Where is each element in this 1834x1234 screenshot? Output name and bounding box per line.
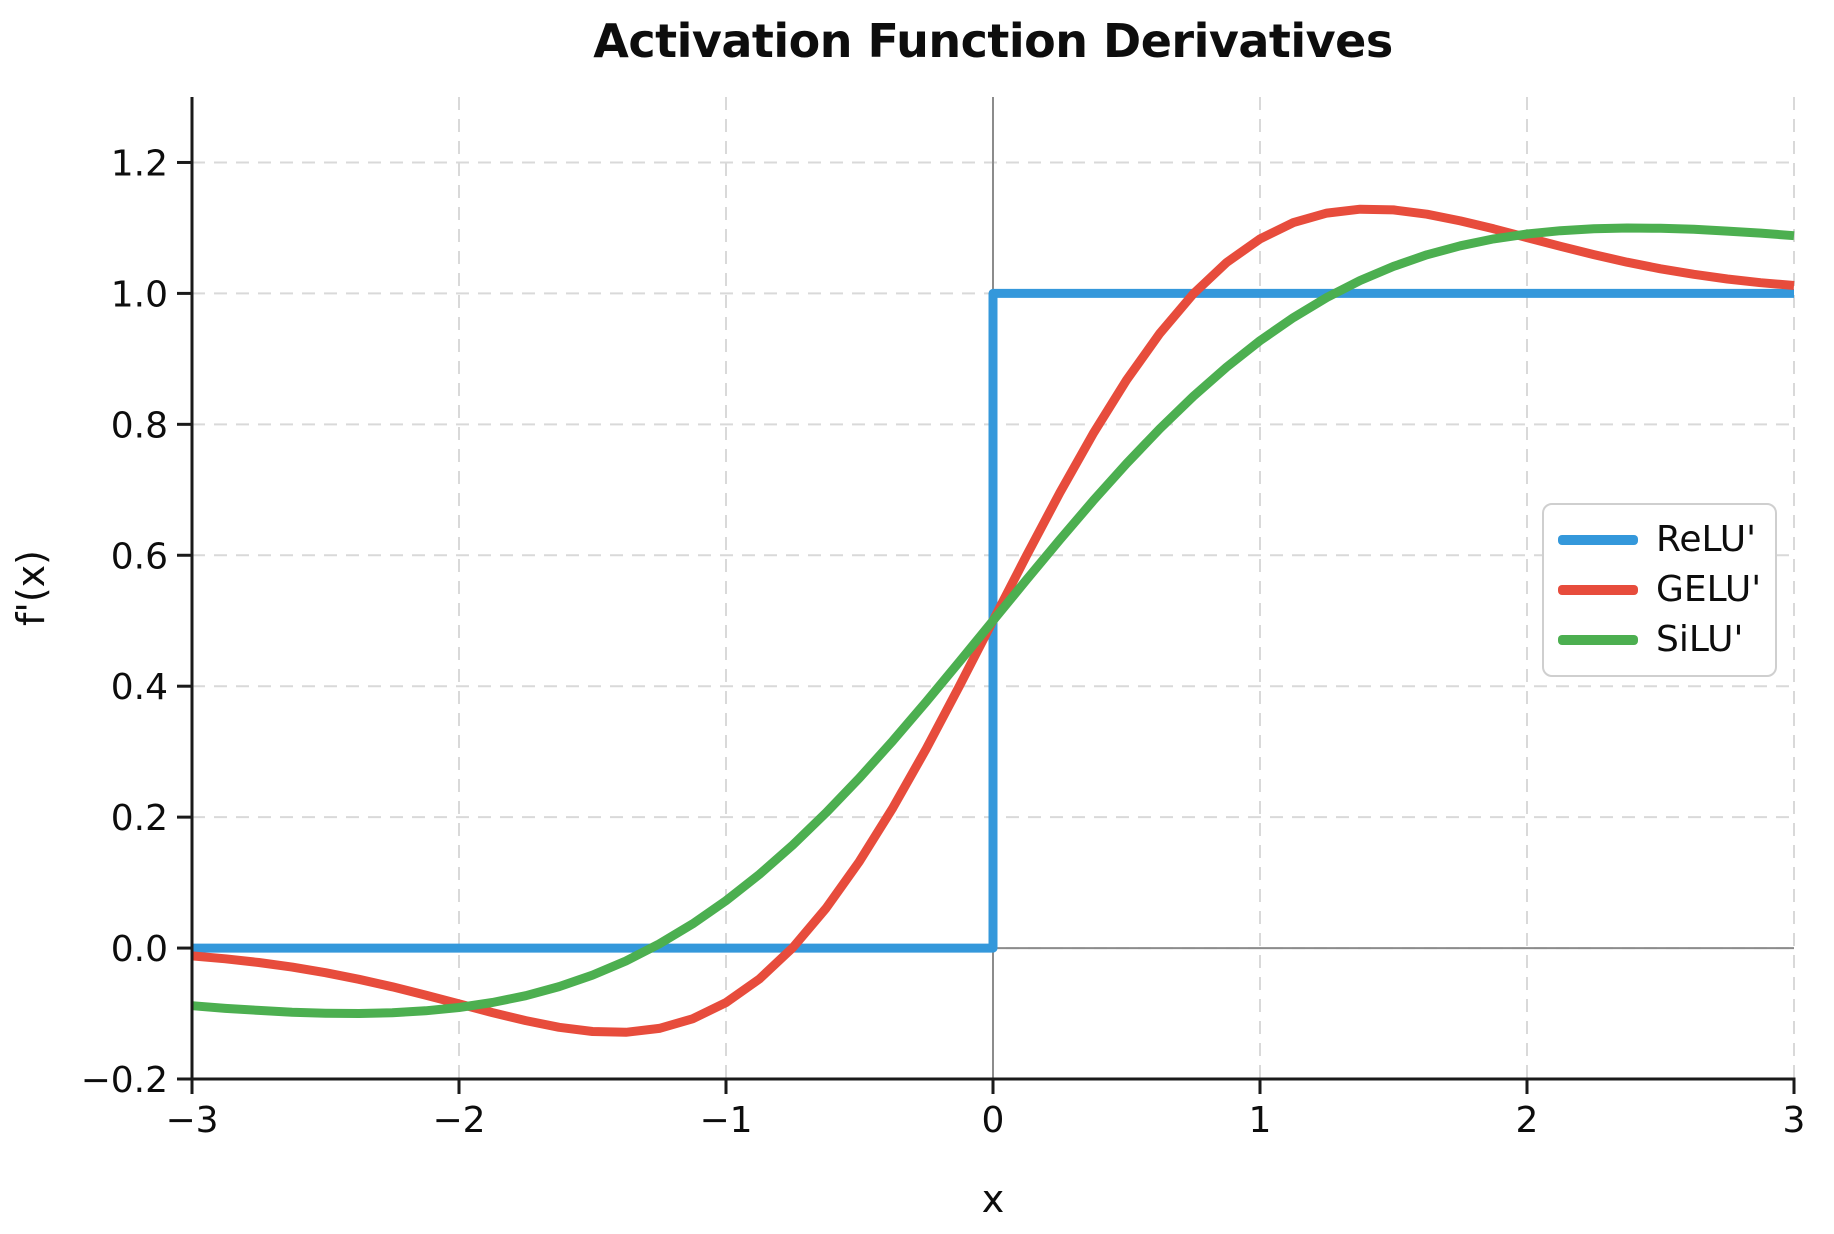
y-tick-label: 1.2: [111, 143, 168, 184]
x-tick-label: −1: [699, 1100, 752, 1141]
legend-item-gelu: GELU': [1558, 572, 1761, 608]
legend-label-silu: SiLU': [1656, 619, 1744, 660]
tick-layer: −3 −2 −1 0 1 2 3 −0.2 0.0 0.2 0.4 0.6 0.8 1.0 1.2: [81, 143, 1806, 1141]
legend-swatch-silu: [1558, 635, 1638, 645]
y-tick-label: −0.2: [81, 1060, 168, 1101]
series-line-silu: [191, 223, 1795, 1018]
y-tick-label: 0.4: [111, 667, 168, 708]
legend-item-silu: SiLU': [1558, 622, 1761, 658]
series-layer: [191, 204, 1795, 1037]
x-tick-label: −3: [165, 1100, 218, 1141]
x-tick-label: 2: [1516, 1100, 1539, 1141]
x-tick-label: 1: [1249, 1100, 1272, 1141]
legend-swatch-gelu: [1558, 585, 1638, 595]
y-tick-label: 0.0: [111, 929, 168, 970]
legend: ReLU' GELU' SiLU': [1542, 503, 1777, 677]
legend-label-relu: ReLU': [1656, 519, 1757, 560]
legend-label-gelu: GELU': [1656, 569, 1762, 610]
legend-item-relu: ReLU': [1558, 522, 1761, 558]
x-tick-label: 0: [982, 1100, 1005, 1141]
x-tick-label: 3: [1783, 1100, 1806, 1141]
x-tick-label: −2: [432, 1100, 485, 1141]
chart-title: Activation Function Derivatives: [593, 14, 1392, 68]
y-tick-label: 0.6: [111, 536, 168, 577]
x-axis-label: x: [982, 1177, 1005, 1221]
legend-swatch-relu: [1558, 535, 1638, 545]
y-axis-label: f'(x): [9, 550, 53, 626]
y-tick-label: 1.0: [111, 274, 168, 315]
y-tick-label: 0.2: [111, 798, 168, 839]
y-tick-label: 0.8: [111, 405, 168, 446]
